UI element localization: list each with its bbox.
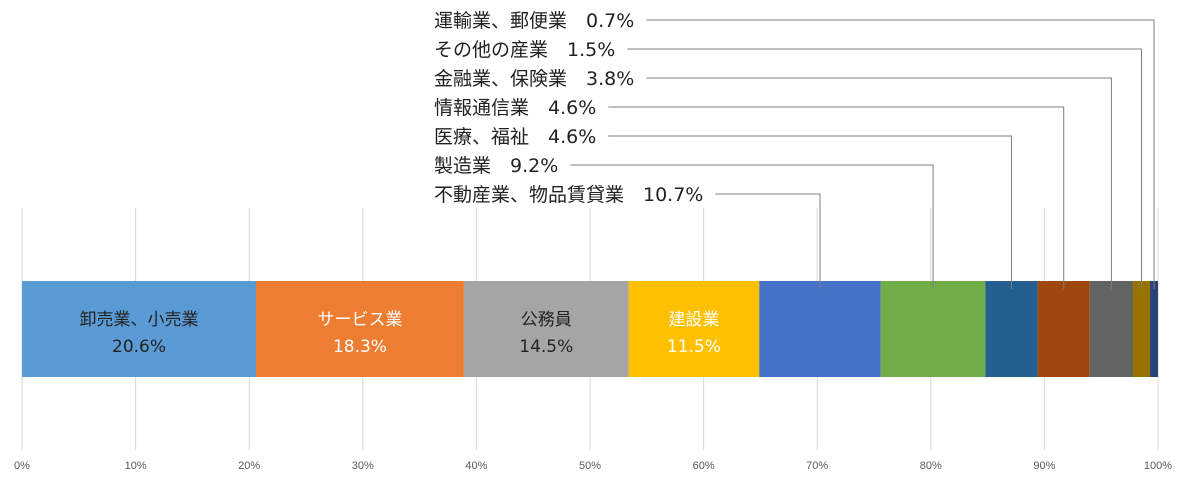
segment-name: 建設業 <box>668 310 719 330</box>
callout-labels: 不動産業、物品賃貸業 10.7% 製造業 9.2% 医療、福祉 4.6% 情報通信業 … <box>434 10 1155 289</box>
bar-segment <box>1150 281 1158 377</box>
bar-segment <box>22 281 257 377</box>
callout-label: 運輸業、郵便業 0.7% <box>434 10 634 32</box>
tick-label: 40% <box>465 460 487 472</box>
bar-segment <box>463 281 629 377</box>
segment-value: 14.5% <box>519 337 573 357</box>
leader-line <box>627 48 1143 289</box>
callout-label: 不動産業、物品賃貸業 10.7% <box>434 184 703 206</box>
tick-label: 90% <box>1033 460 1055 472</box>
callout-label: その他の産業 1.5% <box>434 39 615 61</box>
callout-label: 医療、福祉 4.6% <box>434 126 596 148</box>
tick-label: 20% <box>238 460 260 472</box>
leader-line <box>715 193 821 289</box>
bar-segments <box>22 281 1158 377</box>
bar-segment <box>628 281 760 377</box>
segment-name: 公務員 <box>521 310 572 330</box>
bar-segment <box>1133 281 1151 377</box>
bar-segment <box>880 281 986 377</box>
tick-label: 60% <box>693 460 715 472</box>
leader-line <box>608 135 1012 289</box>
bar-segment <box>256 281 464 377</box>
tick-label: 70% <box>806 460 828 472</box>
segment-name: サービス業 <box>317 310 402 330</box>
tick-label: 80% <box>920 460 942 472</box>
tick-label: 100% <box>1144 460 1172 472</box>
tick-label: 30% <box>352 460 374 472</box>
callout-label: 金融業、保険業 3.8% <box>434 68 634 90</box>
tick-label: 10% <box>125 460 147 472</box>
leader-line <box>646 19 1155 289</box>
segment-value: 20.6% <box>112 337 166 357</box>
segment-value: 18.3% <box>333 337 387 357</box>
segment-name: 卸売業、小売業 <box>80 310 199 330</box>
bar-segment <box>759 281 881 377</box>
leader-line <box>608 106 1065 289</box>
tick-label: 50% <box>579 460 601 472</box>
bar-segment <box>1037 281 1090 377</box>
x-axis-ticks: 0% 10% 20% 30% 40% 50% 60% 70% 80% 90% 100% <box>14 460 1172 472</box>
segment-value: 11.5% <box>667 337 721 357</box>
callout-label: 製造業 9.2% <box>434 155 558 177</box>
tick-label: 0% <box>14 460 30 472</box>
bar-segment <box>1089 281 1134 377</box>
leader-line <box>646 77 1112 289</box>
leader-line <box>570 164 934 289</box>
segment-labels: 卸売業、小売業 20.6% サービス業 18.3% 公務員 14.5% 建設業 11.5% <box>80 310 721 357</box>
callout-label: 情報通信業 4.6% <box>434 97 596 119</box>
bar-segment <box>985 281 1038 377</box>
